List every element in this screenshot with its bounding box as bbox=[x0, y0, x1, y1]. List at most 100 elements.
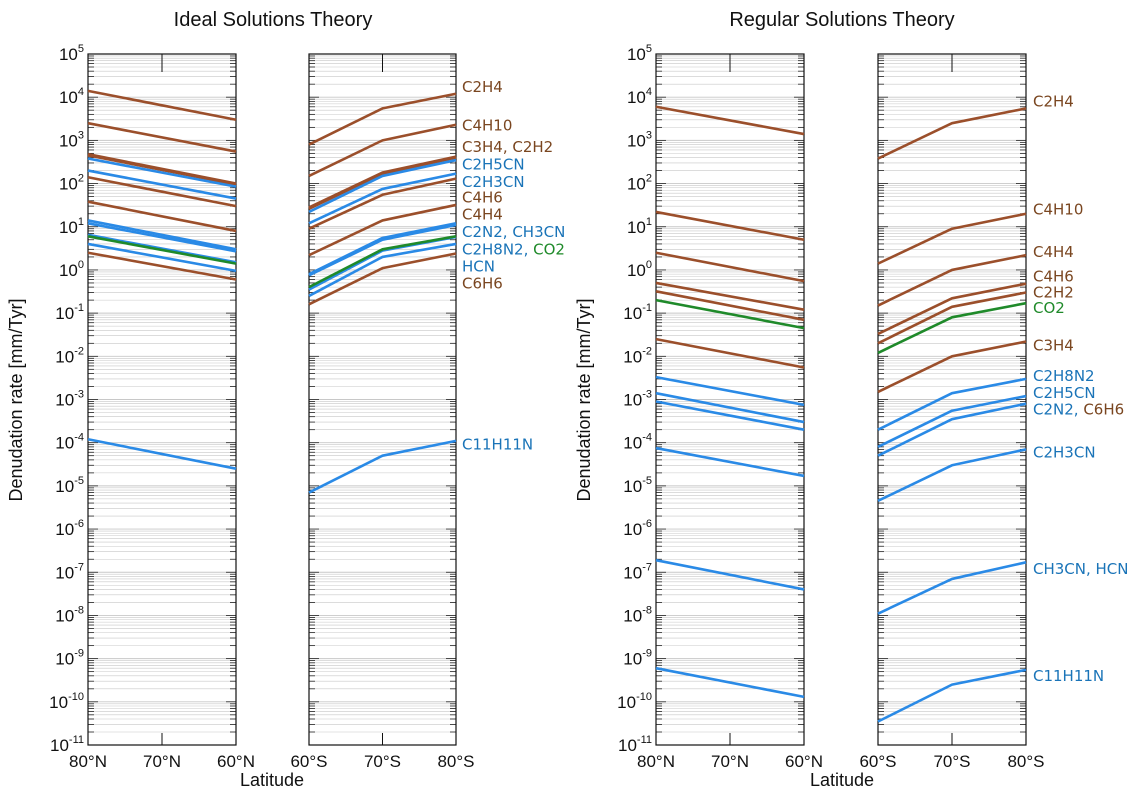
series-line-north bbox=[87, 219, 237, 251]
y-tick-label: 102 bbox=[627, 173, 652, 194]
y-tick-label: 10-5 bbox=[623, 475, 652, 496]
series-annotation: HCN bbox=[462, 258, 495, 276]
y-tick-label: 10-4 bbox=[623, 432, 652, 453]
x-tick-label: 60°S bbox=[290, 752, 327, 771]
y-tick-label: 10-1 bbox=[623, 302, 652, 323]
y-tick-label: 104 bbox=[59, 86, 84, 107]
series-line-north bbox=[87, 235, 237, 265]
series-line-south bbox=[308, 223, 457, 277]
y-tick-label: 105 bbox=[59, 43, 84, 64]
series-line-south bbox=[877, 301, 1027, 355]
x-tick-label: 70°N bbox=[711, 752, 749, 771]
series-line-north bbox=[655, 298, 805, 330]
x-tick-label: 70°S bbox=[933, 752, 970, 771]
series-line-north bbox=[87, 200, 237, 233]
series-line-south bbox=[308, 158, 457, 214]
x-tick-label: 60°N bbox=[217, 752, 255, 771]
chart-panel-1: Ideal Solutions Theory Denudation rate [m… bbox=[6, 9, 565, 790]
y-tick-label: 10-3 bbox=[55, 389, 84, 410]
series-annotation: C2H3CN bbox=[462, 173, 525, 191]
series-line-north bbox=[655, 210, 805, 242]
series-annotation: CO2 bbox=[1033, 299, 1065, 317]
y-tick-label: 10-11 bbox=[618, 734, 652, 755]
chart-title: Regular Solutions Theory bbox=[729, 9, 954, 31]
x-axis-label: Latitude bbox=[240, 770, 304, 790]
y-tick-label: 10-7 bbox=[55, 561, 84, 582]
series-line-south bbox=[877, 107, 1027, 160]
series-line-north bbox=[87, 169, 237, 200]
series-annotation: C2H3CN bbox=[1033, 443, 1096, 461]
series-line-north bbox=[655, 337, 805, 369]
series-line-south bbox=[308, 177, 457, 230]
series-line-south bbox=[308, 156, 457, 211]
series-line-north bbox=[87, 154, 237, 186]
series-annotation: C4H4 bbox=[1033, 243, 1074, 261]
series-line-north bbox=[655, 446, 805, 478]
series-line-south bbox=[877, 394, 1027, 449]
y-tick-label: 10-9 bbox=[623, 648, 652, 669]
x-tick-label: 70°S bbox=[364, 752, 401, 771]
series-annotation: C11H11N bbox=[1033, 667, 1104, 685]
y-tick-label: 10-9 bbox=[55, 648, 84, 669]
series-annotation: C3H4 bbox=[1033, 336, 1074, 354]
y-tick-label: 10-10 bbox=[617, 691, 652, 712]
series-line-north bbox=[655, 251, 805, 283]
y-tick-label: 100 bbox=[627, 259, 652, 280]
y-tick-label: 10-7 bbox=[623, 561, 652, 582]
y-tick-label: 10-11 bbox=[50, 734, 84, 755]
series-line-south bbox=[308, 235, 457, 289]
series-annotation: C2H5CN bbox=[1033, 384, 1096, 402]
series-line-north bbox=[655, 290, 805, 322]
y-tick-label: 100 bbox=[59, 259, 84, 280]
series-line-south bbox=[877, 212, 1027, 265]
y-tick-label: 10-8 bbox=[623, 604, 652, 625]
y-tick-label: 10-6 bbox=[55, 518, 84, 539]
x-tick-label: 80°S bbox=[1007, 752, 1044, 771]
series-line-south bbox=[308, 439, 457, 494]
series-annotation: C2H8N2 bbox=[1033, 367, 1095, 385]
x-tick-label: 80°N bbox=[69, 752, 107, 771]
series-line-north bbox=[87, 121, 237, 153]
series-annotation: C2N2, CH3CN bbox=[462, 223, 565, 241]
series-annotation: C2H4 bbox=[1033, 92, 1074, 110]
series-line-south bbox=[877, 340, 1027, 394]
series-line-north bbox=[655, 666, 805, 699]
panel-south: 60°S 70°S 80°S bbox=[859, 53, 1045, 771]
series-line-north bbox=[87, 437, 237, 470]
series-annotation: CH3CN, HCN bbox=[1033, 560, 1129, 578]
y-tick-label: 103 bbox=[627, 129, 652, 150]
y-tick-label: 10-6 bbox=[623, 518, 652, 539]
y-axis-label: Denudation rate [mm/Tyr] bbox=[6, 298, 26, 501]
y-tick-label: 10-4 bbox=[55, 432, 84, 453]
series-annotation: C4H6 bbox=[1033, 268, 1074, 286]
series-annotation: C2N2, C6H6 bbox=[1033, 401, 1124, 419]
series-line-north bbox=[655, 391, 805, 424]
series-annotation: C4H10 bbox=[462, 117, 512, 135]
series-line-north bbox=[87, 222, 237, 253]
series-annotation: C4H4 bbox=[462, 206, 503, 224]
series-line-north bbox=[655, 105, 805, 136]
y-tick-label: 102 bbox=[59, 173, 84, 194]
series-line-south bbox=[308, 92, 457, 146]
y-tick-label: 10-5 bbox=[55, 475, 84, 496]
series-line-south bbox=[877, 282, 1027, 336]
series-line-north bbox=[87, 233, 237, 264]
series-line-north bbox=[655, 400, 805, 431]
panel-south: 60°S 70°S 80°S bbox=[290, 53, 475, 771]
y-tick-label: 101 bbox=[59, 216, 84, 237]
series-annotation: C2H2 bbox=[1033, 284, 1074, 302]
y-tick-label: 104 bbox=[627, 86, 652, 107]
chart-panel-2: Regular Solutions Theory Denudation rate … bbox=[574, 9, 1129, 790]
series-annotation: C4H6 bbox=[462, 188, 503, 206]
series-annotation: C11H11N bbox=[462, 436, 533, 454]
series-annotation: C2H8N2, CO2 bbox=[462, 240, 565, 258]
y-tick-label: 10-1 bbox=[55, 302, 84, 323]
series-line-north bbox=[87, 89, 237, 122]
series-line-south bbox=[308, 242, 457, 298]
series-line-south bbox=[308, 203, 457, 257]
series-line-south bbox=[877, 561, 1027, 615]
panel-north: 80°N 70°N 60°N bbox=[637, 53, 823, 771]
panel-north: 80°N 70°N 60°N bbox=[69, 53, 255, 771]
y-tick-label: 10-2 bbox=[55, 345, 84, 366]
chart-title: Ideal Solutions Theory bbox=[174, 9, 373, 31]
